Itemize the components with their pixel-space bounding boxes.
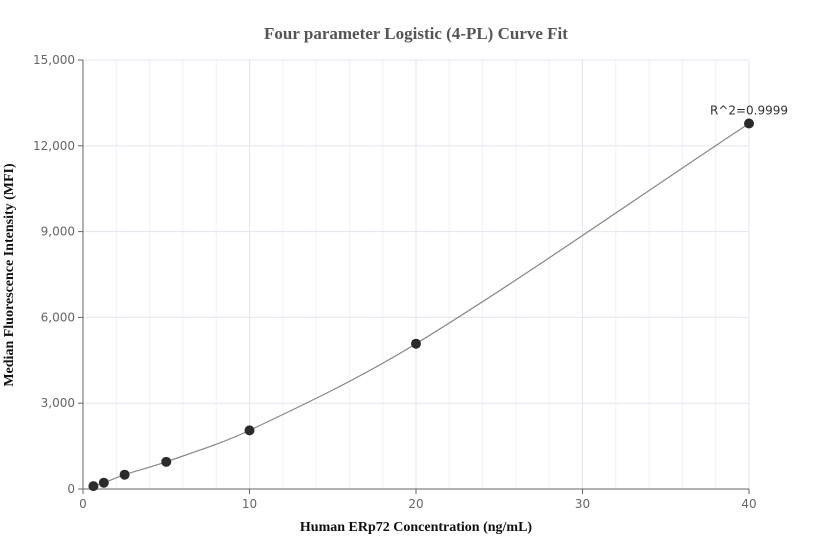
data-points	[88, 118, 754, 492]
data-point	[244, 425, 255, 436]
data-point	[744, 118, 754, 129]
data-point	[88, 481, 99, 492]
y-axis-title: Median Fluorescence Intensity (MFI)	[2, 163, 17, 387]
x-tick-label: 10	[242, 497, 257, 511]
x-tick-label: 0	[79, 497, 87, 511]
chart-title: Four parameter Logistic (4-PL) Curve Fit	[264, 24, 568, 43]
y-tick-label: 0	[67, 482, 75, 496]
y-tick-label: 12,000	[33, 139, 75, 153]
data-point	[161, 456, 172, 467]
data-point	[119, 469, 130, 480]
fit-line	[93, 122, 750, 487]
axes: 0 3,000 6,000 9,000 12,000 15,000 0 10 20 30 40	[33, 53, 757, 511]
y-tick-label: 15,000	[33, 53, 75, 67]
x-tick-label: 40	[741, 497, 756, 511]
y-tick-label: 3,000	[41, 396, 75, 410]
data-point	[98, 477, 109, 488]
x-tick-label: 30	[575, 497, 590, 511]
x-axis-title: Human ERp72 Concentration (ng/mL)	[300, 520, 533, 535]
x-tick-label: 20	[408, 497, 423, 511]
gridlines	[83, 59, 750, 489]
annotations: R^2=0.9999	[710, 103, 788, 117]
y-tick-label: 9,000	[41, 225, 75, 239]
y-tick-label: 6,000	[41, 310, 75, 324]
r-squared-label: R^2=0.9999	[710, 103, 788, 117]
data-point	[411, 338, 421, 349]
fit-curve	[93, 122, 750, 487]
